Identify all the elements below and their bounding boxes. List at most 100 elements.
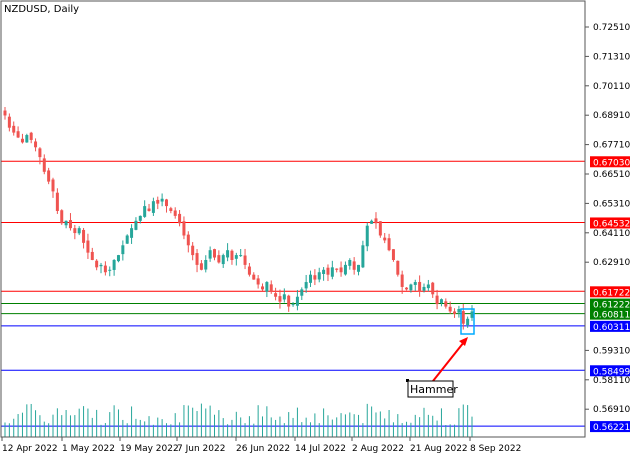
candle-body (300, 289, 304, 296)
candle-body (339, 267, 343, 273)
candle-body (457, 308, 461, 313)
candle-body (252, 274, 256, 280)
x-tick-label: 26 Jun 2022 (236, 444, 290, 454)
level-price-badge (590, 298, 630, 310)
candle-body (64, 220, 68, 226)
candle-body (291, 304, 295, 306)
candle-body (29, 132, 33, 140)
arrow-head-icon (459, 337, 468, 346)
candle-body (90, 251, 94, 260)
candle-body (243, 255, 247, 265)
chart-title: NZDUSD, Daily (4, 4, 79, 15)
candle-body (400, 274, 404, 287)
candle-body (378, 221, 382, 236)
candle-body (322, 269, 326, 275)
candle-body (138, 215, 142, 221)
hammer-label-box (407, 380, 454, 398)
candle-body (73, 228, 77, 234)
candle-body (112, 259, 116, 270)
candle-body (3, 110, 7, 116)
candle-body (343, 264, 347, 275)
candle-body (453, 311, 457, 314)
candle-body (221, 255, 225, 265)
level-price-badge (590, 156, 630, 168)
y-tick-label: 0.59310 (593, 346, 630, 356)
level-price-label: 0.61222 (593, 301, 630, 311)
candle-body (82, 229, 86, 243)
level-price-label: 0.67030 (593, 158, 630, 168)
candle-body (269, 284, 273, 292)
candle-body (470, 311, 474, 318)
candle-body (143, 206, 147, 217)
candle-body (130, 228, 134, 238)
hammer-label: Hammer (410, 383, 458, 396)
x-tick-label: 8 Sep 2022 (470, 444, 521, 454)
candle-body (199, 263, 203, 270)
candle-body (68, 220, 72, 229)
candle-body (34, 141, 38, 148)
candle-body (391, 249, 395, 260)
candle-body (374, 218, 378, 224)
candle-body (405, 287, 409, 290)
candle-body (256, 278, 260, 285)
candle-body (212, 249, 216, 258)
y-tick-label: 0.66510 (593, 170, 630, 180)
candle-body (99, 264, 103, 267)
candle-body (418, 281, 422, 292)
arrow-line (432, 341, 465, 382)
y-tick-label: 0.58110 (593, 376, 630, 386)
level-price-badge (590, 421, 630, 433)
candle-body (361, 245, 365, 268)
candle-body (247, 266, 251, 275)
candle-body (330, 267, 334, 277)
candle-body (439, 299, 443, 303)
candle-body (357, 264, 361, 272)
candle-body (282, 294, 286, 300)
y-tick-label: 0.67710 (593, 141, 630, 151)
candle-body (466, 318, 470, 326)
candle-body (261, 286, 265, 290)
candle-body (47, 170, 51, 182)
candle-body (234, 255, 238, 259)
candle-body (204, 259, 208, 270)
y-tick-label: 0.56910 (593, 405, 630, 415)
candle-body (383, 237, 387, 241)
level-price-label: 0.56221 (593, 423, 630, 433)
candle-body (12, 125, 16, 133)
candle-body (413, 282, 417, 285)
candle-body (103, 265, 107, 273)
candle-body (274, 293, 278, 297)
candle-body (326, 267, 330, 275)
candle-body (147, 208, 151, 211)
y-tick-label: 0.71310 (593, 52, 630, 62)
candle-body (265, 282, 269, 292)
candle-body (191, 245, 195, 256)
candle-body (25, 135, 29, 143)
candle-body (178, 213, 182, 224)
candle-body (313, 275, 317, 280)
candle-body (230, 250, 234, 260)
candle-body (169, 208, 173, 211)
candle-body (435, 295, 439, 305)
x-tick-label: 19 May 2022 (120, 444, 179, 454)
candle-body (422, 286, 426, 291)
candle-body (365, 225, 369, 247)
candle-body (195, 253, 199, 265)
hammer-highlight-box (460, 308, 475, 335)
candle-body (151, 201, 155, 213)
level-price-label: 0.64532 (593, 219, 630, 229)
candle-body (134, 220, 138, 230)
y-tick-label: 0.68910 (593, 111, 630, 121)
candle-body (448, 306, 452, 312)
candle-body (7, 116, 11, 128)
candle-body (295, 296, 299, 306)
level-price-label: 0.60311 (593, 323, 630, 333)
candle-body (116, 255, 120, 262)
candle-body (317, 272, 321, 280)
y-tick-label: 0.72510 (593, 23, 630, 33)
candle-body (278, 296, 282, 302)
level-price-badge (590, 286, 630, 298)
x-tick-label: 1 May 2022 (62, 444, 115, 454)
